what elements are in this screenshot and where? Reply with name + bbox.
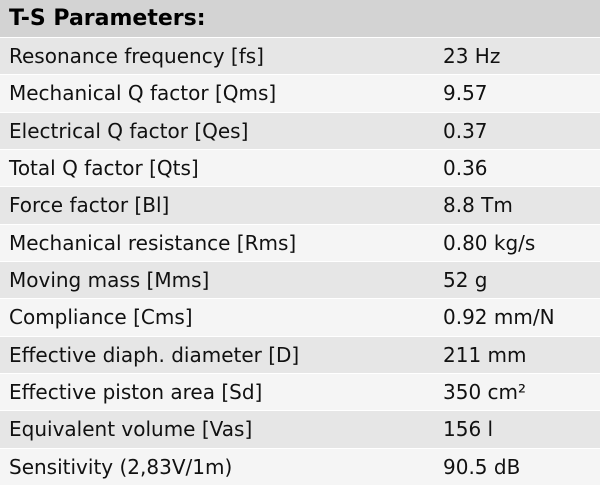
parameter-value: 0.92 mm/N [443, 305, 555, 330]
parameter-name: Mechanical resistance [Rms] [9, 230, 297, 255]
parameter-name: Effective diaph. diameter [D] [9, 342, 300, 367]
table-row: Sensitivity (2,83V/1m) 90.5 dB [0, 448, 600, 486]
table-row: Electrical Q factor [Qes] 0.37 [0, 112, 600, 150]
parameter-value: 0.80 kg/s [443, 230, 536, 255]
parameter-name: Sensitivity (2,83V/1m) [9, 454, 233, 479]
table-row: Resonance frequency [fs] 23 Hz [0, 37, 600, 76]
table-row: Equivalent volume [Vas] 156 l [0, 411, 600, 449]
table-title: T-S Parameters: [0, 0, 600, 38]
parameter-name: Moving mass [Mms] [9, 268, 210, 293]
parameter-value: 156 l [443, 417, 494, 442]
parameter-name: Total Q factor [Qts] [9, 156, 199, 181]
parameter-value: 350 cm² [443, 380, 527, 405]
parameter-name: Resonance frequency [fs] [9, 44, 264, 69]
table-row: Moving mass [Mms] 52 g [0, 261, 600, 300]
parameter-value: 0.37 [443, 118, 488, 143]
table-row: Mechanical resistance [Rms] 0.80 kg/s [0, 224, 600, 262]
parameter-name: Mechanical Q factor [Qms] [9, 81, 277, 106]
parameter-name: Force factor [Bl] [9, 193, 170, 218]
parameter-value: 52 g [443, 268, 488, 293]
parameter-name: Effective piston area [Sd] [9, 380, 263, 405]
parameter-value: 9.57 [443, 81, 488, 106]
table-row: Total Q factor [Qts] 0.36 [0, 149, 600, 188]
parameter-name: Compliance [Cms] [9, 305, 193, 330]
table-row: Force factor [Bl] 8.8 Tm [0, 187, 600, 225]
parameter-value: 211 mm [443, 342, 527, 367]
table-row: Effective piston area [Sd] 350 cm² [0, 373, 600, 412]
parameter-value: 0.36 [443, 156, 488, 181]
table-row: Mechanical Q factor [Qms] 9.57 [0, 75, 600, 113]
parameter-value: 23 Hz [443, 44, 501, 69]
parameter-value: 8.8 Tm [443, 193, 513, 218]
table-row: Effective diaph. diameter [D] 211 mm [0, 336, 600, 374]
table-row: Compliance [Cms] 0.92 mm/N [0, 299, 600, 337]
parameter-value: 90.5 dB [443, 454, 521, 479]
parameter-name: Electrical Q factor [Qes] [9, 118, 249, 143]
parameter-name: Equivalent volume [Vas] [9, 417, 253, 442]
